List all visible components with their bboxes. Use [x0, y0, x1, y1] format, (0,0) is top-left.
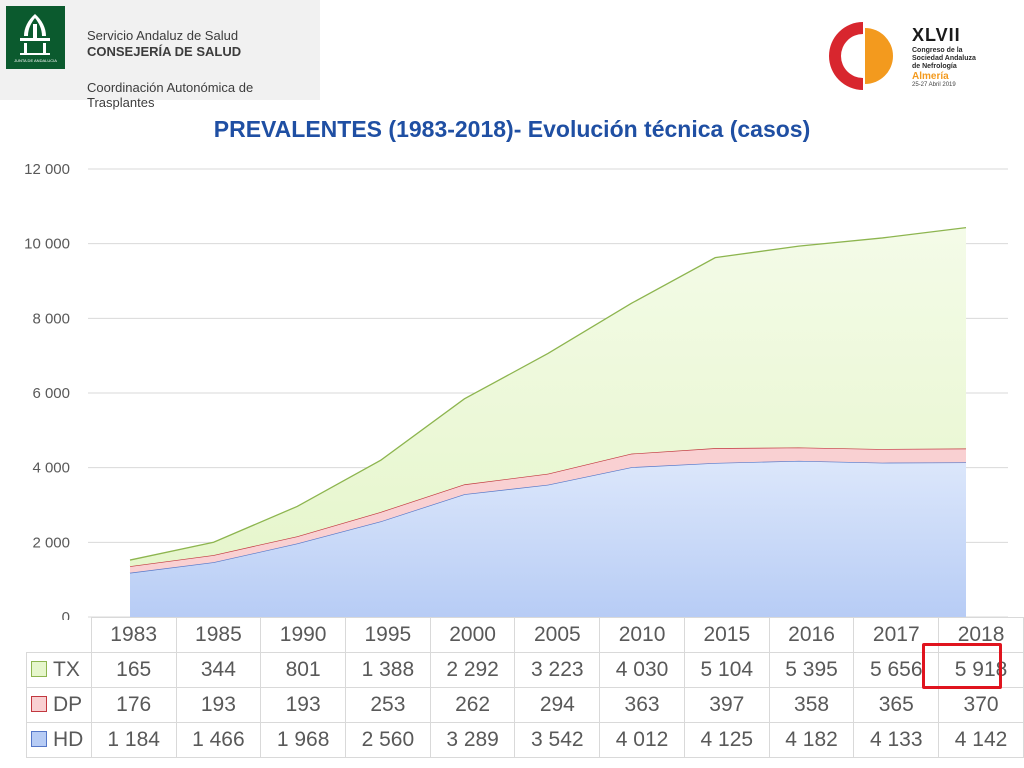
table-header-cell: 1995: [345, 617, 431, 653]
y-tick-label: 10 000: [24, 236, 70, 253]
y-tick-label: 2 000: [32, 534, 70, 551]
congress-city: Almería: [912, 71, 949, 82]
legend-swatch: [31, 731, 47, 747]
line-tx: [129, 226, 967, 561]
chart-title: PREVALENTES (1983-2018)- Evolución técni…: [213, 116, 811, 142]
table-row: TX 165 344 801 1 388 2 292 3 223 4 030 5 104 5 39…: [26, 652, 1024, 688]
table-cell: 370: [938, 687, 1024, 723]
area-dp: [130, 447, 966, 573]
table-cell: 801: [260, 652, 346, 688]
table-cell: 4 133: [853, 722, 940, 758]
table-header-cell: 1985: [175, 617, 262, 653]
table-header-row: 1983 1985 1990 1995 2000 2005 2010 2015 2016 2017…: [26, 617, 1024, 653]
table-cell: 4 142: [938, 722, 1024, 758]
table-cell: 3 289: [429, 722, 516, 758]
table-header-cell: 2015: [683, 617, 770, 653]
congress-line3: de Nefrología: [912, 63, 957, 70]
table-header-cell: 2018: [938, 617, 1024, 653]
org-name-line2: CONSEJERÍA DE SALUD: [87, 44, 242, 59]
table-cell: 3 223: [514, 652, 601, 688]
table-cell: 5 395: [768, 652, 855, 688]
table-cell: 165: [90, 652, 177, 688]
table-cell: 344: [175, 652, 262, 688]
table-cell: 1 388: [345, 652, 431, 688]
table-cell: 253: [345, 687, 431, 723]
congress-line1: Congreso de la: [912, 47, 963, 54]
table-cell: 397: [683, 687, 770, 723]
table-row-label: TX: [26, 652, 92, 688]
header-org-block: JUNTA DE ANDALUCIA Servicio Andaluz de S…: [0, 0, 320, 110]
junta-andalucia-logo: JUNTA DE ANDALUCIA: [6, 6, 65, 69]
data-table: 1983 1985 1990 1995 2000 2005 2010 2015 2016 2017…: [26, 617, 1024, 758]
table-header-cell: 2000: [429, 617, 516, 653]
table-row: HD 1 184 1 466 1 968 2 560 3 289 3 542 4 012 4 1…: [26, 722, 1024, 758]
table-cell: 1 184: [90, 722, 177, 758]
congress-date: 25-27 Abril 2019: [912, 82, 956, 88]
table-header-cell: 1990: [260, 617, 346, 653]
table-cell: 3 542: [514, 722, 601, 758]
y-tick-label: 0: [62, 609, 70, 620]
table-cell: 4 012: [599, 722, 685, 758]
area-hd: [130, 460, 966, 617]
junta-logo-text: JUNTA DE ANDALUCIA: [14, 58, 57, 63]
highlight-box: [922, 643, 1002, 689]
table-cell: 294: [514, 687, 601, 723]
table-cell: 1 968: [260, 722, 346, 758]
table-cell: 2 560: [345, 722, 431, 758]
table-cell: 5 104: [683, 652, 770, 688]
table-cell: 358: [768, 687, 855, 723]
y-tick-label: 12 000: [24, 161, 70, 178]
table-cell: 176: [90, 687, 177, 723]
series-name: TX: [53, 658, 80, 681]
table-header-cell: 2005: [514, 617, 601, 653]
series-name: HD: [53, 728, 84, 751]
congress-logo-icon: [829, 22, 893, 90]
table-cell: 193: [260, 687, 346, 723]
y-tick-label: 6 000: [32, 385, 70, 402]
table-header-cell: 2016: [768, 617, 855, 653]
junta-emblem-icon: [20, 14, 50, 55]
table-cell: 4 182: [768, 722, 855, 758]
y-axis-ticks: 0 2 000 4 000 6 000 8 000 10 000 12 000: [24, 161, 70, 620]
table-cell: 365: [853, 687, 940, 723]
table-cell: 1 466: [175, 722, 262, 758]
table-cell: 4 030: [599, 652, 685, 688]
congress-numeral: XLVII: [912, 25, 961, 45]
table-cell: 5 918: [938, 652, 1024, 688]
table-header-cell: 2010: [599, 617, 685, 653]
table-cell: 363: [599, 687, 685, 723]
table-row-label: HD: [26, 722, 92, 758]
table-cell: 2 292: [429, 652, 516, 688]
series-name: DP: [53, 693, 83, 716]
area-tx: [130, 227, 966, 567]
y-tick-label: 8 000: [32, 310, 70, 327]
legend-swatch: [31, 661, 47, 677]
area-series: [129, 226, 967, 617]
table-header-cell: 1983: [90, 617, 177, 653]
table-cell: 193: [175, 687, 262, 723]
table-cell: 262: [429, 687, 516, 723]
table-row-label: DP: [26, 687, 92, 723]
org-name-line1: Servicio Andaluz de Salud: [87, 28, 239, 43]
stacked-area-chart: 0 2 000 4 000 6 000 8 000 10 000 12 000: [24, 161, 1008, 620]
y-tick-label: 4 000: [32, 460, 70, 477]
org-name-line3: Coordinación Autonómica de Trasplantes: [87, 80, 254, 110]
congress-line2: Sociedad Andaluza: [912, 55, 976, 62]
legend-swatch: [31, 696, 47, 712]
table-corner: [26, 617, 92, 653]
table-cell: 4 125: [683, 722, 770, 758]
table-row: DP 176 193 193 253 262 294 363 397 358 365 370: [26, 687, 1024, 723]
